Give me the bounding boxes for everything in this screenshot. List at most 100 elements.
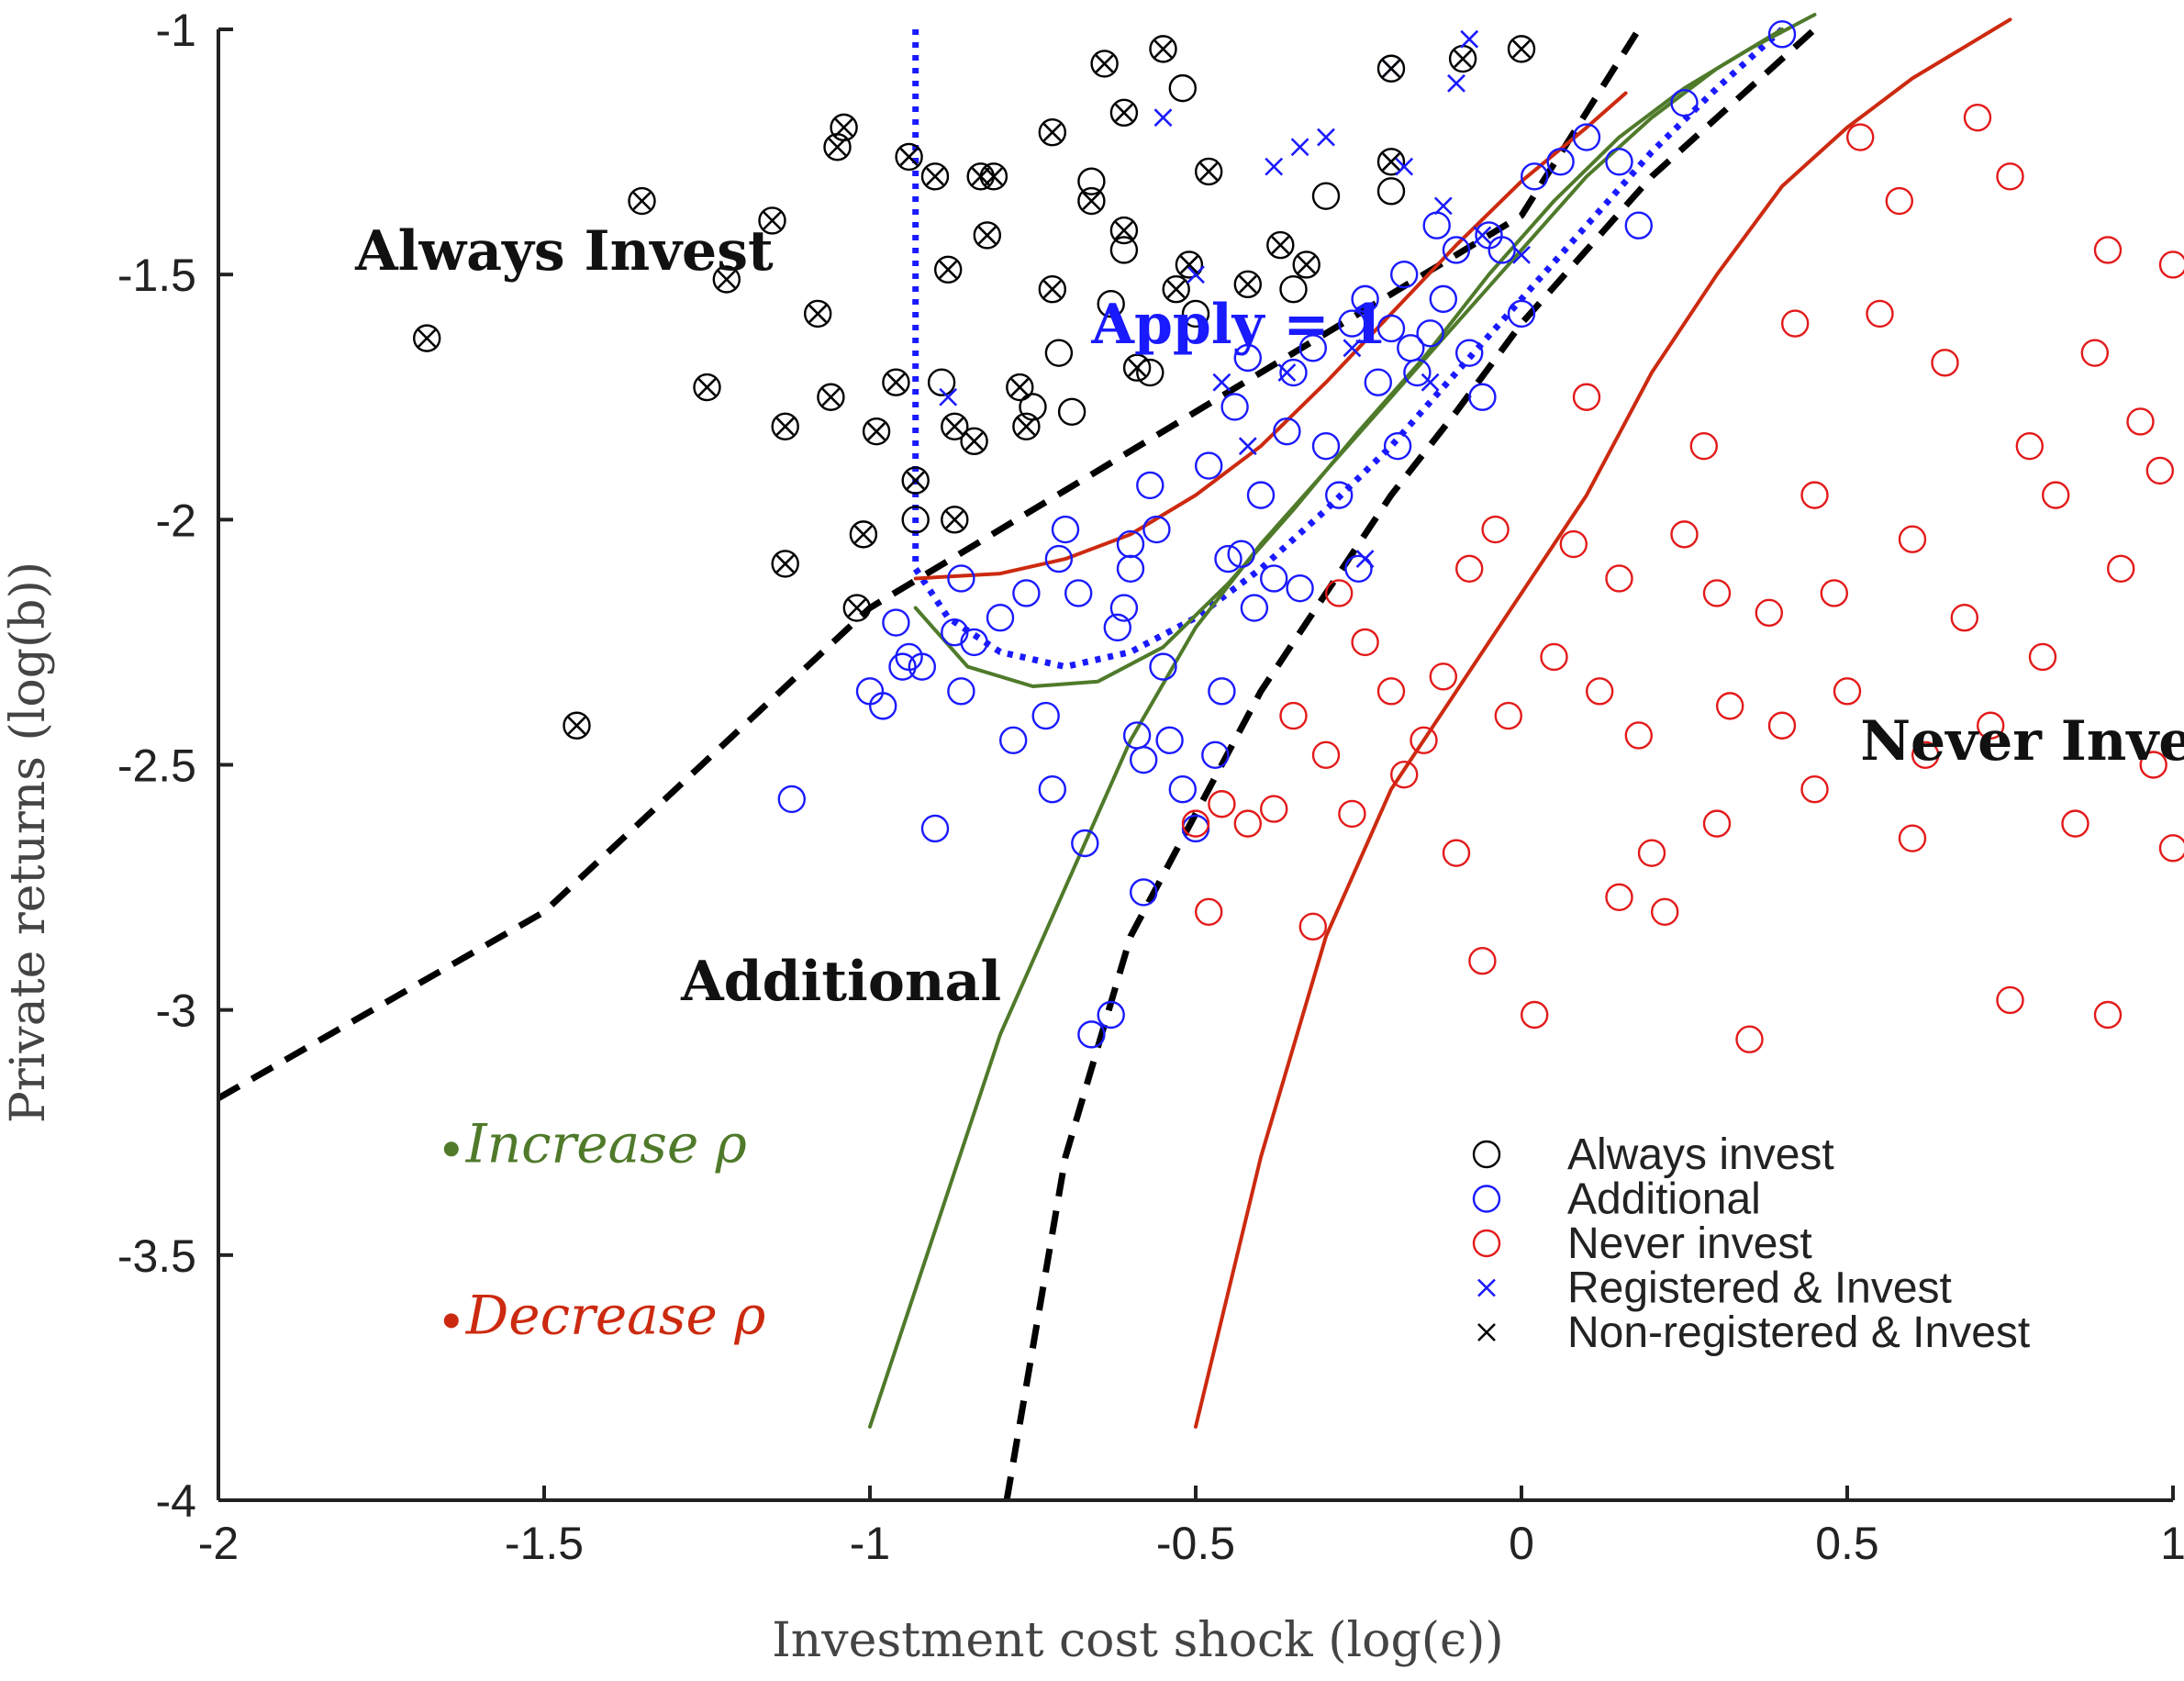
non-registered-invest-point [1095, 54, 1114, 73]
additional-point [1012, 579, 1041, 607]
legend-label: Non-registered & Invest [1567, 1308, 2030, 1357]
additional-point [1364, 368, 1393, 396]
always-invest-point [1057, 397, 1086, 426]
always-invest-point [901, 506, 930, 534]
non-registered-invest-point [971, 167, 990, 186]
decrease-rho-lower-hand-curve [1194, 17, 2012, 1429]
never-invest-point [1540, 642, 1568, 672]
additional-point [1103, 613, 1132, 642]
non-registered-invest-point [1382, 152, 1400, 172]
non-registered-invest-point [1271, 236, 1290, 255]
never-invest-point [1572, 383, 1601, 411]
non-registered-invest-point [847, 598, 866, 618]
never-invest-point [1702, 809, 1732, 838]
non-registered-invest-point [1128, 358, 1147, 377]
additional-point [908, 652, 936, 681]
additional-point [1279, 358, 1308, 387]
non-registered-invest-point [632, 192, 652, 210]
never-invest-point [2015, 431, 2045, 461]
non-registered-invest-point [1297, 255, 1316, 274]
additional-point [1071, 829, 1099, 858]
legend-marker [1477, 1278, 1496, 1297]
always-invest-point [1038, 274, 1067, 304]
never-invest-point [1898, 824, 1927, 852]
y-tick-label: -3 [156, 985, 196, 1037]
always-invest-point [1376, 54, 1406, 83]
never-invest-point [1963, 103, 1992, 132]
never-invest-point [1338, 799, 1366, 829]
y-tick-label: -3.5 [117, 1230, 196, 1282]
non-registered-invest-point [1454, 50, 1473, 68]
additional-point [1338, 309, 1366, 338]
additional-point [1051, 515, 1080, 544]
never-invest-point [1259, 795, 1288, 823]
increase-rho-lower-hand-curve [868, 28, 1784, 1429]
never-invest-point [1780, 309, 1810, 338]
never-invest-point [1885, 186, 1914, 216]
non-registered-invest-point [834, 117, 853, 137]
always-invest-point [712, 265, 741, 294]
never-invest-point [2080, 339, 2110, 367]
additional-point [869, 692, 897, 720]
additional-point [1351, 284, 1379, 314]
never-invest-point [1624, 721, 1654, 750]
non-registered-invest-point [886, 373, 906, 392]
additional-point [1031, 701, 1060, 730]
non-registered-invest-point [1238, 274, 1257, 294]
non-registered-invest-point [1382, 59, 1400, 78]
additional-point [1155, 726, 1184, 754]
always-invest-point [842, 594, 871, 622]
additional-point [1259, 564, 1288, 593]
non-registered-invest-point [1199, 162, 1219, 181]
additional-point [1273, 417, 1301, 446]
always-invest-point [1175, 250, 1204, 279]
legend-marker [1472, 1140, 1501, 1169]
additional-point [1286, 573, 1314, 603]
never-invest-point [2126, 407, 2155, 436]
always-invest-point [1168, 73, 1198, 103]
additional-point [998, 726, 1028, 754]
additional-point [1201, 740, 1230, 770]
additional-point [1442, 236, 1471, 264]
never-invest-point [1702, 579, 1732, 607]
never-invest-point [1898, 525, 1927, 553]
never-invest-point [1911, 740, 1940, 770]
non-registered-invest-point [1010, 378, 1030, 396]
never-invest-point [2041, 481, 2070, 509]
always-invest-point [960, 427, 988, 456]
always-invest-point [941, 412, 969, 441]
additional-point [960, 628, 988, 657]
additional-point [1767, 20, 1797, 49]
never-invest-point [1931, 349, 1959, 377]
registered-invest-point [1512, 245, 1531, 264]
non-registered-invest-point [418, 328, 437, 348]
never-invest-point [1800, 775, 1829, 804]
never-invest-point [1866, 299, 1894, 328]
additional-point [1324, 481, 1354, 509]
always-invest-point [849, 520, 878, 549]
y-tick-label: -1.5 [117, 250, 196, 301]
registered-invest-point [1421, 373, 1440, 392]
legend-label: Additional [1567, 1175, 1761, 1224]
non-registered-invest-point [853, 525, 873, 544]
legend-marker [1477, 1323, 1496, 1341]
always-invest-point [1507, 35, 1536, 63]
non-registered-invest-point [899, 148, 919, 166]
registered-invest-point [1433, 196, 1453, 216]
additional-point [855, 677, 885, 706]
always-invest-point [563, 711, 591, 740]
always-invest-point [882, 368, 910, 396]
always-invest-point [973, 221, 1002, 250]
always-invest-point [1376, 177, 1406, 206]
non-registered-invest-point [945, 417, 964, 436]
never-invest-point [1820, 579, 1849, 607]
non-registered-invest-point [567, 716, 586, 735]
boundary-curves [217, 13, 2012, 1501]
y-tick-label: -2.5 [117, 740, 196, 792]
always-invest-point [817, 383, 845, 411]
additional-point [1194, 451, 1223, 480]
never-invest-point [1376, 677, 1406, 706]
always-invest-point [1181, 299, 1210, 328]
